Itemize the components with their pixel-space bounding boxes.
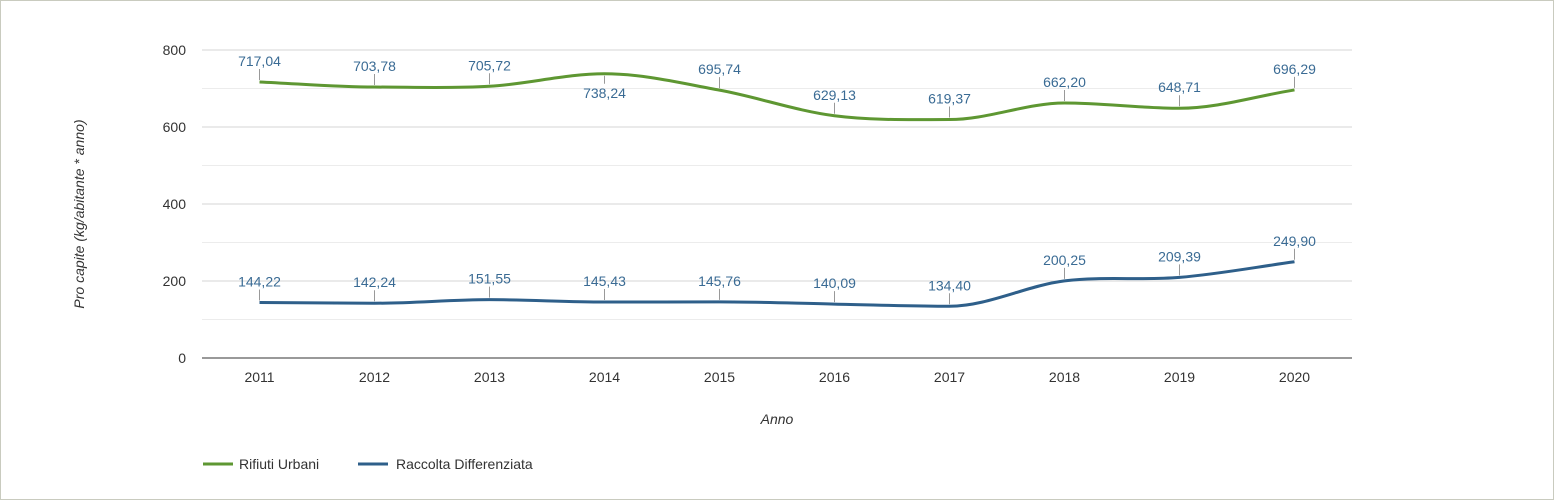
data-label: 629,13 xyxy=(813,87,856,103)
x-tick-label: 2020 xyxy=(1279,369,1310,385)
x-tick-label: 2011 xyxy=(244,369,274,385)
data-label: 696,29 xyxy=(1273,61,1316,77)
data-label: 662,20 xyxy=(1043,74,1086,90)
data-label: 249,90 xyxy=(1273,233,1316,249)
legend-item-rifiuti-urbani[interactable]: Rifiuti Urbani xyxy=(203,456,319,472)
x-axis-title: Anno xyxy=(760,411,794,427)
data-labels: 717,04 703,78 705,72 738,24 695,74 629,13 619,… xyxy=(238,53,1316,305)
legend-item-raccolta-differenziata[interactable]: Raccolta Differenziata xyxy=(358,456,533,472)
data-label: 717,04 xyxy=(238,53,281,69)
legend-label: Raccolta Differenziata xyxy=(396,456,533,472)
x-tick-label: 2018 xyxy=(1049,369,1080,385)
data-label: 738,24 xyxy=(583,85,626,101)
series-lines xyxy=(259,72,1295,308)
data-label: 648,71 xyxy=(1158,79,1201,95)
data-label: 703,78 xyxy=(353,58,396,74)
y-tick-label: 0 xyxy=(178,350,186,366)
series-line-raccolta-differenziata[interactable] xyxy=(259,260,1295,308)
x-tick-label: 2016 xyxy=(819,369,850,385)
x-tick-label: 2017 xyxy=(934,369,965,385)
data-label: 200,25 xyxy=(1043,252,1086,268)
y-tick-label: 400 xyxy=(163,196,187,212)
data-label: 145,43 xyxy=(583,273,626,289)
legend: Rifiuti Urbani Raccolta Differenziata xyxy=(203,456,533,472)
x-tick-label: 2014 xyxy=(589,369,620,385)
data-label: 209,39 xyxy=(1158,248,1201,264)
series-line-rifiuti-urbani[interactable] xyxy=(259,72,1295,122)
y-tick-label: 600 xyxy=(163,119,187,135)
legend-label: Rifiuti Urbani xyxy=(239,456,319,472)
x-tick-label: 2015 xyxy=(704,369,735,385)
data-label: 145,76 xyxy=(698,273,741,289)
y-tick-label: 800 xyxy=(163,42,187,58)
x-axis-ticks: 2011 2012 2013 2014 2015 2016 2017 2018 2019 2020 xyxy=(244,369,1310,385)
x-tick-label: 2019 xyxy=(1164,369,1195,385)
gridlines xyxy=(202,49,1352,320)
x-tick-label: 2013 xyxy=(474,369,505,385)
data-label: 619,37 xyxy=(928,91,971,107)
data-label: 140,09 xyxy=(813,275,856,291)
y-axis-title: Pro capite (kg/abitante * anno) xyxy=(71,119,87,308)
data-label: 144,22 xyxy=(238,273,281,289)
data-label: 695,74 xyxy=(698,61,741,77)
data-label: 134,40 xyxy=(928,277,971,293)
data-label: 151,55 xyxy=(468,271,511,287)
y-axis-ticks: 0 200 400 600 800 xyxy=(163,42,187,366)
data-label: 142,24 xyxy=(353,274,396,290)
y-tick-label: 200 xyxy=(163,273,187,289)
data-label: 705,72 xyxy=(468,57,511,73)
x-tick-label: 2012 xyxy=(359,369,390,385)
